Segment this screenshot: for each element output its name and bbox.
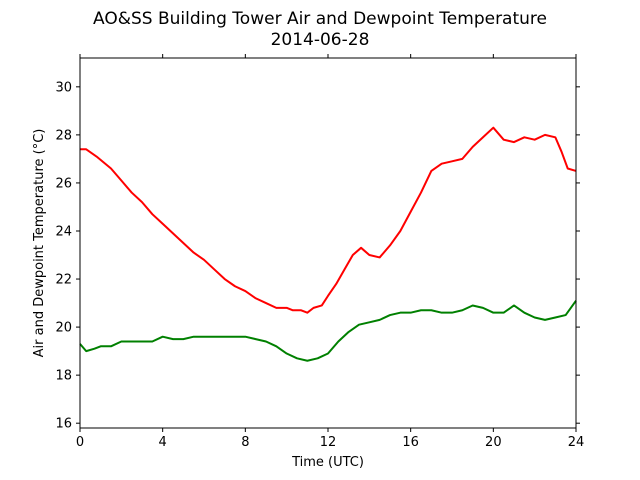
y-tick-label: 24	[55, 224, 72, 239]
y-tick-label: 20	[55, 321, 72, 336]
y-tick-label: 26	[55, 176, 72, 191]
series-line-2	[79, 300, 577, 362]
y-tick-label: 28	[55, 128, 72, 143]
x-tick-label: 24	[568, 435, 585, 450]
series-line-1	[80, 126, 577, 314]
y-tick-label: 18	[55, 369, 72, 384]
y-tick-label: 22	[55, 273, 72, 288]
x-tick-label: 0	[76, 435, 84, 450]
series-layer	[79, 126, 577, 362]
chart-title: AO&SS Building Tower Air and Dewpoint Te…	[93, 9, 547, 29]
plot-frame	[79, 57, 577, 429]
x-axis-label: Time (UTC)	[291, 455, 364, 470]
y-tick-label: 30	[55, 80, 72, 95]
x-tick-label: 4	[159, 435, 167, 450]
chart-subtitle: 2014-06-28	[271, 30, 370, 50]
ticks-layer: 0 4 8 12 16 20 24 16 18 20 22 24 26 28 30	[55, 54, 584, 450]
x-tick-label: 8	[241, 435, 249, 450]
x-tick-label: 20	[485, 435, 502, 450]
x-tick-label: 16	[402, 435, 419, 450]
y-tick-label: 16	[55, 417, 72, 432]
x-tick-label: 12	[320, 435, 337, 450]
y-axis-label: Air and Dewpoint Temperature (°C)	[32, 129, 47, 358]
